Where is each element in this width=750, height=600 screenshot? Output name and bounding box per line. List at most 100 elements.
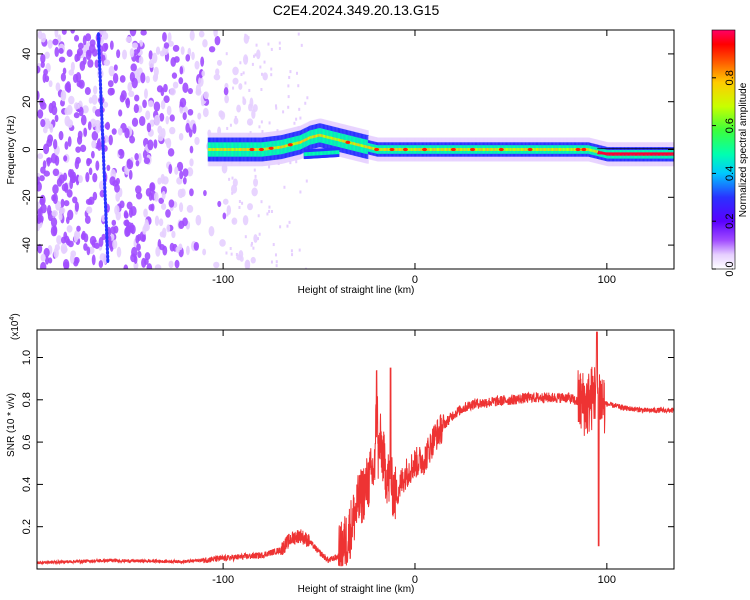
noise-cell [234, 115, 237, 119]
noise-cell [134, 94, 140, 102]
trace-cell [103, 192, 107, 198]
band-core [549, 148, 552, 151]
noise-cell [130, 205, 137, 217]
band-core [239, 148, 243, 151]
band-core [362, 144, 365, 148]
noise-cell [258, 232, 261, 236]
noise-cell [157, 177, 162, 185]
band-core [519, 148, 523, 151]
band-core [215, 148, 219, 151]
noise-cell [111, 128, 117, 135]
band-core [244, 148, 247, 151]
band-core [490, 148, 494, 151]
noise-cell [91, 140, 97, 149]
noise-cell [84, 215, 91, 224]
noise-cell [140, 72, 146, 84]
band-core [307, 136, 311, 140]
noise-cell [40, 101, 47, 110]
band-core [334, 150, 338, 155]
band-core [303, 152, 306, 157]
band-core [385, 148, 388, 151]
band-core [538, 148, 541, 151]
spectrogram-panel: -100 0 100 40 20 0 -20 -40 Height of straight … [6, 29, 749, 296]
noise-cell [111, 219, 117, 226]
band-core [432, 148, 435, 151]
band-core [236, 148, 239, 151]
band-core [464, 148, 467, 151]
noise-cell [46, 204, 52, 216]
noise-cell [66, 86, 72, 93]
noise-cell [109, 40, 114, 50]
noise-cell [60, 243, 68, 255]
band-core [505, 148, 509, 151]
noise-cell [78, 106, 84, 117]
noise-cell [147, 139, 154, 151]
band-core [280, 145, 283, 149]
noise-cell [43, 143, 50, 155]
band-core [562, 148, 565, 151]
band-core [455, 148, 458, 151]
noise-cell [126, 225, 131, 233]
noise-cell [84, 87, 91, 95]
noise-cell [107, 80, 114, 88]
noise-cell [299, 190, 302, 194]
noise-cell [141, 234, 146, 243]
noise-cell [179, 105, 184, 114]
noise-cell [166, 105, 172, 116]
band-core [225, 148, 228, 151]
noise-cell [233, 117, 239, 125]
trace-cell [106, 257, 110, 263]
colorbar-tick-label: 0.0 [724, 261, 736, 276]
noise-cell [40, 253, 46, 262]
colorbar-tick-label: 0.6 [724, 118, 736, 133]
band-core [275, 146, 278, 150]
noise-cell [76, 80, 83, 88]
trace-cell [96, 32, 100, 38]
band-core [412, 148, 415, 151]
band-core [298, 141, 302, 145]
noise-cell [133, 49, 139, 56]
noise-cell [54, 46, 59, 58]
band-core [312, 151, 316, 156]
band-peak [249, 147, 255, 152]
trace-cell [98, 70, 102, 76]
noise-cell [88, 167, 93, 176]
band-core [548, 148, 551, 151]
noise-cell [163, 95, 170, 103]
noise-cell [57, 34, 62, 43]
band-core [246, 148, 250, 151]
noise-cell [300, 43, 303, 47]
noise-cell [268, 165, 271, 169]
noise-cell [37, 65, 41, 74]
noise-cell [304, 101, 307, 105]
noise-cell [161, 190, 166, 200]
noise-cell [113, 225, 119, 234]
band-core [292, 142, 296, 146]
band-core [474, 148, 478, 151]
noise-cell [193, 241, 199, 251]
band-core [503, 148, 506, 151]
band-core [216, 148, 220, 151]
band-core [558, 148, 562, 151]
noise-cell [201, 70, 206, 77]
noise-cell [256, 49, 261, 60]
noise-cell [98, 237, 104, 247]
noise-cell [287, 105, 290, 109]
band-core [257, 148, 260, 151]
band-core [478, 148, 481, 151]
noise-cell [122, 49, 128, 60]
noise-cell [187, 87, 194, 95]
noise-cell [259, 65, 262, 69]
band-core [309, 152, 312, 156]
band-core [363, 144, 366, 148]
noise-cell [75, 146, 81, 153]
noise-cell [244, 33, 247, 37]
noise-cell [92, 85, 98, 95]
band-core [511, 148, 514, 151]
noise-cell [126, 159, 134, 170]
noise-cell [202, 39, 208, 48]
noise-cell [261, 130, 264, 134]
band-core [462, 148, 465, 151]
trace-cell [98, 74, 102, 80]
noise-cell [145, 110, 151, 120]
